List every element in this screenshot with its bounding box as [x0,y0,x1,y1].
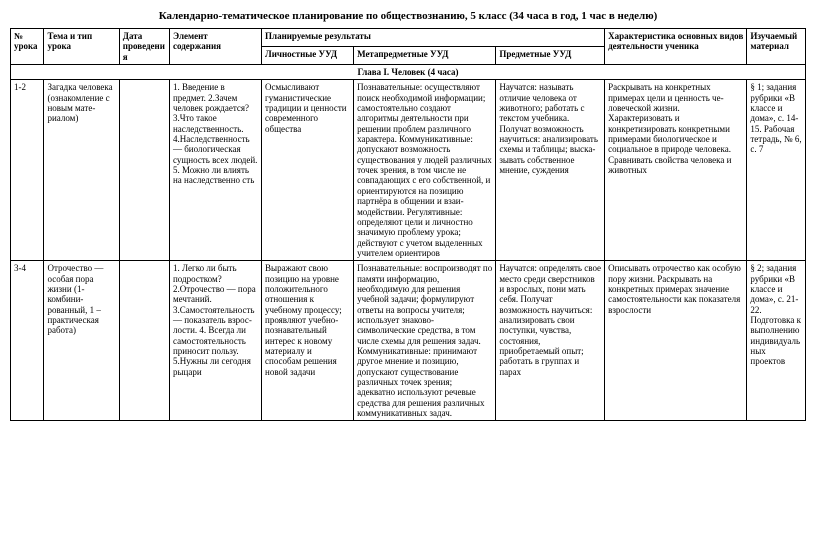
chapter-title: Глава I. Человек (4 часа) [11,65,806,80]
table-row: 1-2 Загадка че­ловека (ознакомление с но… [11,80,806,261]
cell-date [119,261,169,421]
cell-personal: Выражают свою позицию на уровне положите… [262,261,354,421]
header-row-1: № урока Тема и тип урока Дата проведения… [11,29,806,47]
table-row: 3-4 Отрочество — особая пора жизни (1-ко… [11,261,806,421]
cell-element: 1. Введение в предмет. 2.Зачем человек р… [169,80,261,261]
cell-activity: Раскрывать на конкретных примерах цели и… [605,80,747,261]
cell-meta: Познавательные: осуществляют поиск необх… [354,80,496,261]
chapter-row: Глава I. Человек (4 часа) [11,65,806,80]
cell-subject: Научатся: определять свое место среди св… [496,261,605,421]
col-meta: Метапредметные УУД [354,47,496,65]
col-topic: Тема и тип урока [44,29,119,65]
cell-material: § 1; за­дания рубрики «В классе и дома»,… [747,80,806,261]
col-num: № урока [11,29,44,65]
col-planned: Планируемые результаты [262,29,605,47]
col-subject: Предметные УУД [496,47,605,65]
col-material: Изучаемый материал [747,29,806,65]
plan-table: № урока Тема и тип урока Дата проведения… [10,28,806,421]
cell-material: § 2; за­дания рубрики «В классе и дома»,… [747,261,806,421]
cell-subject: Научатся: называть отличие человека от ж… [496,80,605,261]
cell-topic: Отрочество — особая пора жизни (1-комбин… [44,261,119,421]
col-date: Дата проведения [119,29,169,65]
col-activity: Характеристика основных видов деятельнос… [605,29,747,65]
cell-num: 1-2 [11,80,44,261]
page-title: Календарно-тематическое планирование по … [10,10,806,22]
cell-personal: Осмысливают гуманистические традиции и ц… [262,80,354,261]
cell-num: 3-4 [11,261,44,421]
cell-activity: Описывать отрочество как особую пору жиз… [605,261,747,421]
col-element: Элемент содержания [169,29,261,65]
cell-date [119,80,169,261]
cell-meta: Познавательные: воспроизводят по памяти … [354,261,496,421]
col-personal: Личностные УУД [262,47,354,65]
cell-topic: Загадка че­ловека (ознакомление с новым … [44,80,119,261]
cell-element: 1. Легко ли быть подростком? 2.Отрочеств… [169,261,261,421]
